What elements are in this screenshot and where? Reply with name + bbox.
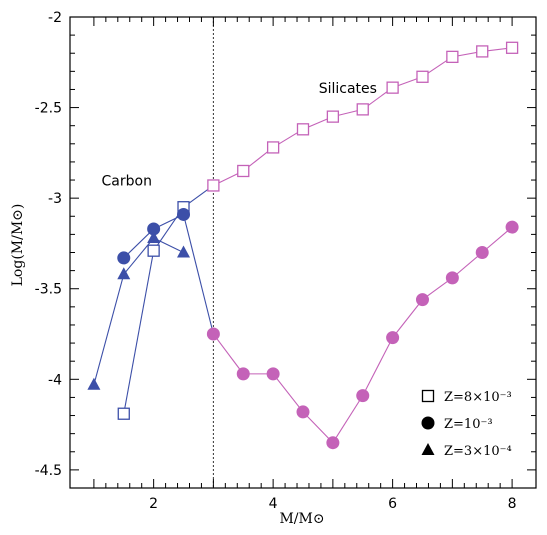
series-layer [87,41,519,450]
data-point [326,436,340,450]
x-axis-title: M/M⊙ [279,511,324,527]
data-point [237,164,250,178]
data-point [356,103,369,116]
series-line-segment [272,373,304,413]
series-line-segment [332,395,364,444]
y-tick-label: -3.5 [35,282,62,298]
legend-label: Z=10⁻³ [444,417,493,432]
data-point [177,207,191,221]
data-point [386,331,400,345]
data-point [296,123,310,136]
data-point [117,267,131,280]
data-point [446,50,459,64]
legend-label: Z=3×10⁻⁴ [444,444,512,459]
legend-label: Z=8×10⁻³ [444,390,512,405]
data-point [147,231,161,244]
data-point [147,244,160,257]
y-tick-label: -3 [48,191,62,207]
data-point [476,45,489,58]
y-tick-label: -2 [48,10,62,26]
data-point [356,389,370,403]
data-point [386,81,399,94]
series-line-segment [452,252,483,279]
series-line-segment [123,250,155,414]
data-point [416,70,429,83]
y-tick-label: -2.5 [35,101,62,117]
series-line-segment [212,333,244,375]
silicates-label: Silicates [319,81,377,97]
data-point [415,293,429,307]
series-line-segment [302,411,334,444]
y-axis-title: Log(M/M⊙) [10,204,26,287]
x-tick-label: 6 [388,496,397,512]
data-point [236,367,250,381]
legend-marker [421,389,435,403]
y-tick-label: -4.5 [35,463,62,479]
data-point [475,246,489,259]
data-point [505,220,519,234]
legend-marker [421,416,435,430]
series-line-segment [481,226,513,253]
series-line-segment [392,299,423,338]
series-line-segment [93,274,125,385]
series-line-segment [362,337,394,396]
data-point [266,141,280,154]
x-tick-label: 2 [149,496,158,512]
data-point [206,327,220,341]
data-point [147,222,161,236]
data-point [296,405,310,419]
data-point [117,251,131,265]
y-tick-label: -4 [48,372,62,388]
data-point [326,110,340,123]
data-point [177,245,191,258]
data-point [87,377,101,390]
series-line-segment [182,214,214,335]
legend: Z=8×10⁻³ Z=10⁻³ Z=3×10⁻⁴ [421,389,512,459]
series-line-segment [123,237,155,275]
carbon-label: Carbon [102,173,152,189]
data-point [117,407,130,420]
x-tick-label: 8 [508,496,517,512]
legend-marker [421,443,435,455]
x-tick-label: 4 [269,496,278,512]
data-point [266,367,280,381]
series-line-segment [123,228,155,259]
axes-layer: 2 4 6 8 -4.5 -4 -3.5 -3 -2.5 -2 Carbon Silicates [35,10,537,512]
data-point [445,271,459,285]
data-point [505,41,519,54]
data-point [207,179,220,192]
